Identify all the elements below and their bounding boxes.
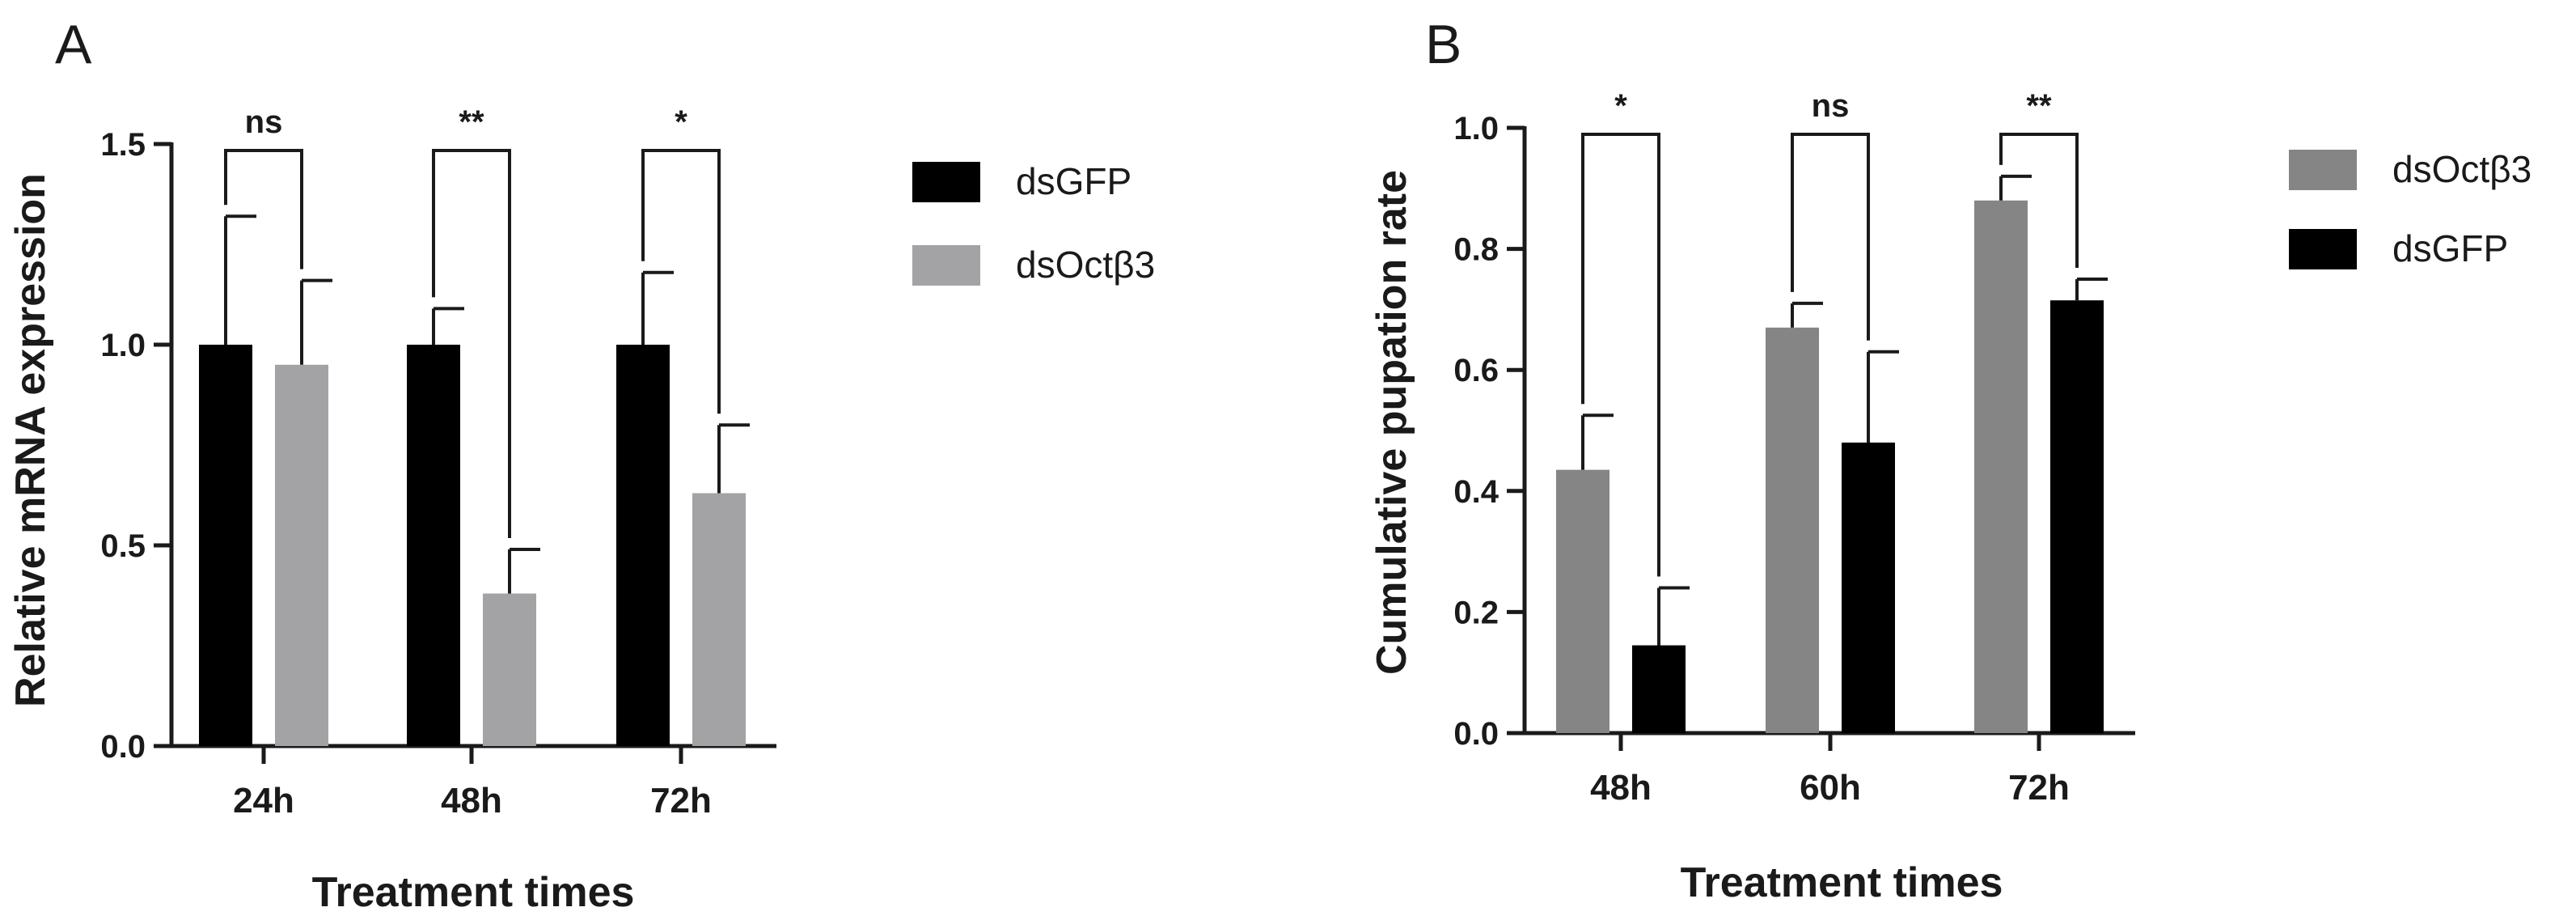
panel-b-x-axis-title: Treatment times	[1681, 859, 2003, 906]
panel-b-y-tick-label: 0.8	[1453, 232, 1499, 268]
panel-b-x-tick-label: 72h	[2008, 768, 2070, 808]
panel-a-bar-48h-1	[483, 593, 536, 746]
panel-a-plot-area: 0.0 0.5 1.0 1.5 24h ns 48h ** 72h *	[100, 104, 776, 820]
panel-a-bar-48h-0	[407, 345, 460, 746]
panel-a-y-tick-label: 0.5	[100, 528, 146, 564]
panel-a-y-tick-label: 1.0	[100, 328, 146, 363]
panel-a-bar-24h-0	[199, 345, 252, 746]
panel-b-y-tick-label: 0.4	[1453, 474, 1499, 510]
panel-b-legend-swatch	[2289, 150, 2357, 190]
panel-a-y-tick-label: 1.5	[100, 127, 146, 163]
panel-b-y-tick-label: 0.0	[1453, 716, 1499, 752]
panel-b-y-tick-label: 1.0	[1453, 111, 1499, 146]
panel-a-legend-label: dsGFP	[1016, 160, 1131, 202]
panel-a: A 0.0 0.5 1.0 1.5 24h ns 48h ** 72h * Relative mR…	[7, 14, 1155, 916]
panel-a-legend-label: dsOctβ3	[1016, 244, 1155, 286]
panel-a-x-tick-label: 72h	[650, 781, 712, 820]
panel-a-letter: A	[55, 14, 92, 75]
panel-a-x-tick-label: 24h	[233, 781, 294, 820]
panel-a-y-axis-title: Relative mRNA expression	[7, 173, 54, 707]
panel-a-legend: dsGFP dsOctβ3	[912, 160, 1155, 286]
panel-b-legend: dsOctβ3 dsGFP	[2289, 148, 2532, 269]
panel-a-bar-72h-0	[616, 345, 670, 746]
panel-b-legend-label: dsGFP	[2392, 227, 2508, 269]
panel-b-significance-label: *	[1614, 88, 1627, 124]
panel-a-x-axis-title: Treatment times	[312, 869, 635, 916]
panel-a-bar-72h-1	[692, 493, 746, 746]
panel-a-significance-bracket	[641, 149, 721, 414]
panel-b-y-tick-label: 0.6	[1453, 353, 1499, 388]
panel-b-x-tick-label: 48h	[1590, 768, 1652, 808]
panel-a-significance-label: ns	[245, 104, 283, 140]
panel-a-significance-bracket	[224, 149, 303, 269]
panel-a-y-tick-label: 0.0	[100, 729, 146, 765]
panel-a-significance-label: *	[675, 104, 687, 140]
panel-a-x-tick-label: 48h	[441, 781, 502, 820]
panel-a-bar-24h-1	[275, 364, 328, 746]
panel-b-significance-bracket	[1999, 133, 2079, 268]
panel-b-bar-60h-0	[1766, 327, 1819, 733]
panel-b-plot-area: 0.0 0.2 0.4 0.6 0.8 1.0 48h * 60h ns 72h **	[1453, 88, 2135, 808]
panel-b-bar-72h-1	[2050, 300, 2104, 733]
panel-b-y-axis-title: Cumulative pupation rate	[1368, 170, 1415, 675]
panel-b-legend-swatch	[2289, 229, 2357, 269]
panel-b-significance-bracket	[1581, 133, 1660, 577]
panel-b-legend-label: dsOctβ3	[2392, 148, 2532, 190]
panel-a-legend-swatch	[912, 162, 980, 202]
panel-b-x-tick-label: 60h	[1800, 768, 1861, 808]
panel-b-bar-60h-1	[1842, 442, 1895, 733]
panel-b-bar-48h-1	[1632, 645, 1686, 733]
panel-b-y-tick-label: 0.2	[1453, 595, 1499, 630]
panel-b-bar-72h-0	[1974, 200, 2028, 733]
panel-b-letter: B	[1425, 14, 1461, 75]
panel-b-significance-label: **	[2026, 88, 2052, 124]
panel-b: B 0.0 0.2 0.4 0.6 0.8 1.0 48h * 60h ns 72h ** Cumul…	[1368, 14, 2532, 906]
panel-a-significance-bracket	[432, 149, 511, 538]
panel-b-significance-bracket	[1791, 133, 1870, 341]
panel-b-significance-label: ns	[1812, 88, 1850, 124]
panel-a-legend-swatch	[912, 245, 980, 286]
panel-b-bar-48h-0	[1556, 469, 1609, 733]
panel-a-significance-label: **	[459, 104, 484, 140]
